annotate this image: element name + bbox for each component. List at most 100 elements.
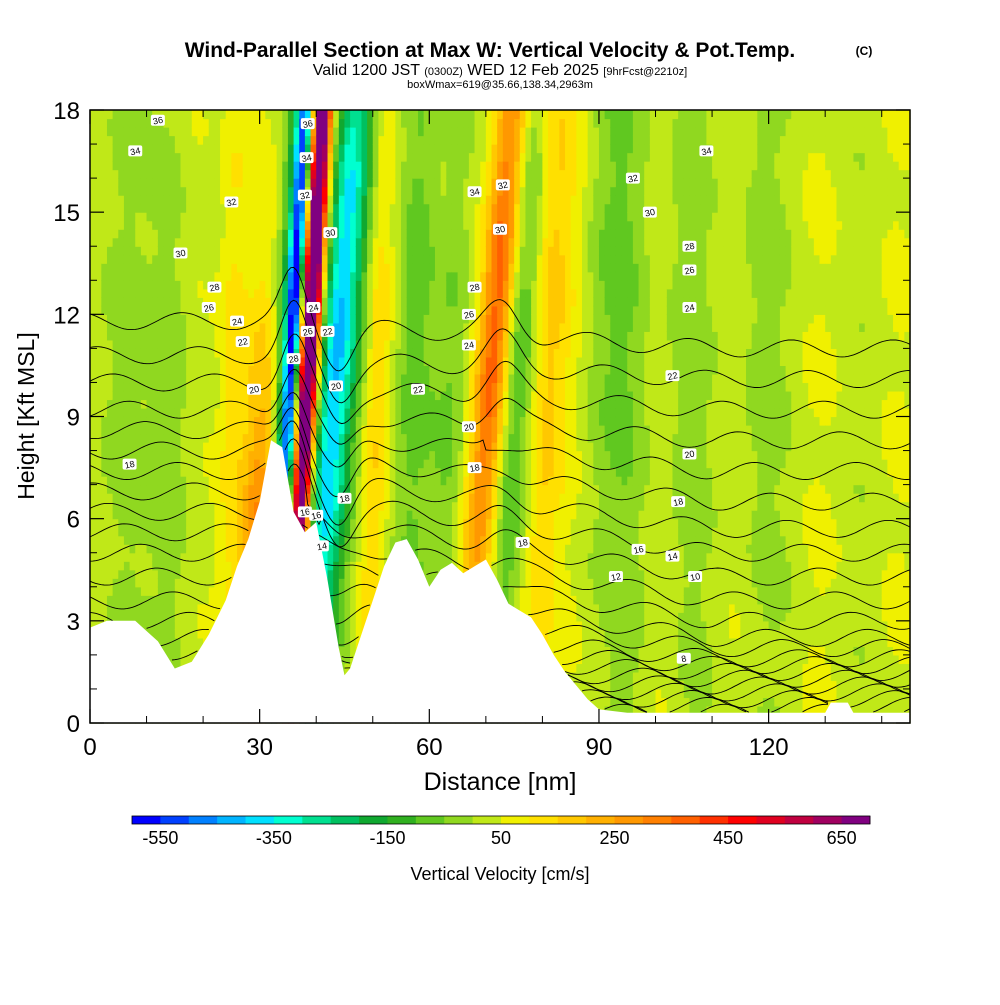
w-cell — [118, 382, 125, 392]
w-cell — [220, 118, 227, 128]
w-cell — [225, 416, 232, 426]
w-cell — [287, 314, 295, 324]
w-cell — [237, 356, 244, 367]
w-cell — [401, 178, 408, 188]
w-cell — [350, 527, 357, 537]
w-cell — [169, 246, 176, 256]
w-cell — [474, 161, 481, 171]
w-cell — [208, 186, 216, 196]
w-cell — [146, 161, 153, 171]
w-cell — [265, 365, 272, 375]
w-cell — [214, 212, 221, 222]
w-cell — [265, 246, 272, 256]
w-cell — [276, 229, 283, 239]
w-cell — [90, 203, 97, 213]
w-cell — [304, 493, 312, 503]
w-cell — [384, 203, 391, 213]
w-cell — [152, 484, 159, 494]
w-cell — [418, 561, 425, 571]
w-cell — [434, 561, 442, 571]
w-cell — [106, 442, 114, 452]
w-cell — [395, 263, 402, 273]
w-cell — [180, 569, 187, 579]
w-cell — [350, 118, 357, 128]
w-cell — [140, 263, 148, 273]
w-cell — [208, 297, 216, 307]
w-cell — [276, 110, 283, 120]
w-cell — [242, 220, 249, 230]
w-cell — [350, 220, 357, 230]
w-cell — [361, 365, 368, 375]
w-cell — [191, 407, 199, 418]
w-cell — [361, 450, 368, 460]
w-cell — [316, 229, 323, 239]
w-cell — [129, 442, 136, 452]
w-cell — [270, 144, 278, 154]
w-cell — [429, 254, 436, 264]
w-cell — [378, 297, 385, 307]
w-cell — [389, 365, 396, 375]
w-cell — [225, 348, 232, 358]
w-cell — [350, 263, 357, 273]
w-cell — [412, 195, 419, 205]
w-cell — [429, 161, 436, 171]
w-cell — [310, 407, 317, 418]
w-cell — [327, 586, 334, 596]
w-cell — [254, 203, 261, 213]
w-cell — [214, 459, 221, 469]
w-cell — [333, 212, 340, 222]
w-cell — [197, 246, 204, 256]
w-cell — [372, 178, 380, 188]
w-cell — [180, 195, 187, 205]
w-cell — [220, 135, 227, 145]
w-cell — [248, 254, 255, 264]
w-cell — [191, 305, 199, 315]
w-cell — [378, 263, 385, 273]
w-cell — [203, 331, 210, 341]
w-cell — [163, 229, 170, 239]
w-cell — [367, 544, 374, 554]
w-cell — [197, 510, 204, 520]
w-cell — [90, 373, 97, 384]
w-cell — [344, 484, 351, 494]
w-cell — [140, 373, 148, 384]
w-cell — [174, 356, 182, 367]
w-cell — [186, 271, 193, 281]
w-cell — [146, 578, 153, 588]
w-cell — [237, 229, 244, 239]
w-cell — [163, 637, 170, 647]
w-cell — [333, 263, 340, 273]
w-cell — [90, 314, 97, 324]
w-cell — [169, 399, 176, 409]
w-cell — [361, 527, 368, 537]
w-cell — [270, 322, 278, 332]
w-cell — [395, 161, 402, 171]
w-cell — [463, 390, 470, 401]
w-cell — [242, 237, 249, 247]
w-cell — [434, 314, 442, 324]
w-cell — [237, 425, 244, 435]
w-cell — [90, 195, 97, 205]
w-cell — [163, 646, 170, 656]
w-cell — [355, 586, 363, 596]
w-cell — [372, 237, 380, 247]
w-cell — [197, 237, 204, 247]
w-cell — [174, 373, 182, 384]
w-cell — [208, 535, 216, 545]
w-cell — [384, 237, 391, 247]
w-cell — [140, 144, 148, 154]
w-cell — [191, 229, 199, 239]
w-cell — [174, 501, 182, 511]
w-cell — [276, 144, 283, 154]
w-cell — [186, 501, 193, 511]
w-cell — [225, 535, 232, 545]
w-cell — [310, 356, 317, 367]
w-cell — [242, 459, 249, 469]
w-cell — [418, 135, 425, 145]
w-cell — [282, 399, 289, 409]
w-cell — [451, 263, 459, 273]
w-cell — [146, 237, 153, 247]
w-cell — [140, 271, 148, 281]
w-cell — [367, 254, 374, 264]
w-cell — [344, 510, 351, 520]
